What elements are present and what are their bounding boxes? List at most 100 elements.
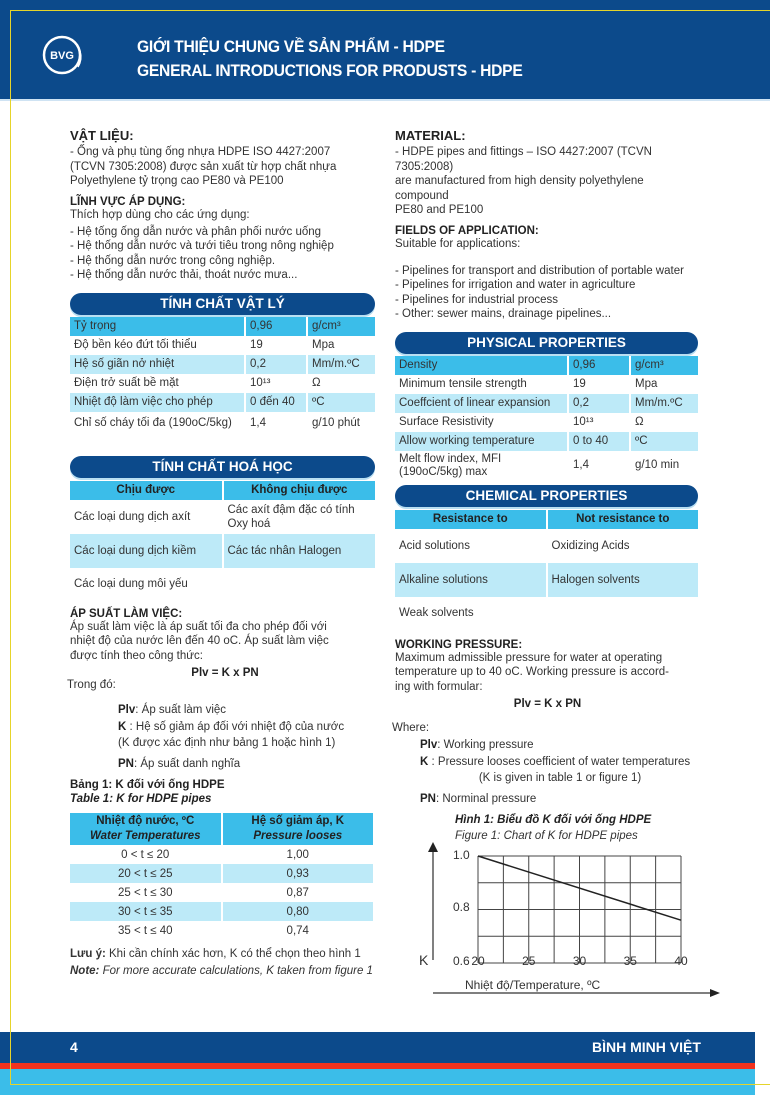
pressure-text-line: ing with formular: <box>395 680 483 693</box>
y-axis-label: K <box>419 952 429 968</box>
definition-term: K <box>420 755 429 768</box>
definition-line: Plv: Áp suất làm việc <box>118 703 380 718</box>
table-row: Weak solvents <box>395 596 698 629</box>
note-vi: Lưu ý: Khi cần chính xác hơn, K có thể c… <box>70 947 380 962</box>
header-vi: Hệ số giảm áp, K <box>251 815 345 827</box>
property-value: 19 <box>567 374 630 394</box>
working-pressure-heading: ÁP SUẤT LÀM VIỆC: <box>70 607 183 620</box>
physical-properties-title: TÍNH CHẤT VẬT LÝ <box>70 292 375 315</box>
resistant-item: Các loại dung dịch axít <box>74 510 191 523</box>
property-unit: Mm/m.ºC <box>306 354 375 374</box>
fields-heading: FIELDS OF APPLICATION: <box>395 224 539 237</box>
x-tick-label: 25 <box>522 954 536 968</box>
definition-line: PN: Norminal pressure <box>420 792 700 807</box>
application-item: - Hệ thống dẫn nước thải, thoát nước mưa… <box>70 269 298 281</box>
chemical-properties-title: CHEMICAL PROPERTIES <box>395 484 698 507</box>
fields-intro: Suitable for applications: <box>395 237 521 250</box>
pressure-text-line: Maximum admissible pressure for water at… <box>395 651 663 664</box>
temperature-range: 25 < t ≤ 30 <box>117 886 173 899</box>
k-value: 0,93 <box>220 864 373 883</box>
not-resistant-item: Các axít đậm đặc có tính Oxy hoá <box>221 499 375 534</box>
definition-text: : Áp suất làm việc <box>135 704 227 716</box>
where-label: Trong đó: <box>67 679 116 691</box>
fields-intro: Thích hợp dùng cho các ứng dụng: <box>70 208 250 221</box>
note-label: Lưu ý: <box>70 948 106 960</box>
definition-text: : Áp suất danh nghĩa <box>133 757 241 770</box>
table1-title-vi: Bảng 1: K đối với ống HDPE <box>70 779 225 791</box>
definitions: Plv: Working pressure K : Pressure looses… <box>420 738 700 806</box>
note-text: For more accurate calculations, K taken … <box>99 964 373 977</box>
table-row: Coeffcient of linear expansion 0,2 Mm/m.ºC <box>395 393 698 413</box>
application-item: - Hệ tống ống dẫn nước và phân phối nước… <box>70 225 322 238</box>
property-value: 19 <box>244 335 307 355</box>
table-row: 0 < t ≤ 20 1,00 <box>70 845 373 864</box>
definition-line: PN: Áp suất danh nghĩa <box>118 757 380 772</box>
application-item: - Pipelines for industrial process <box>395 293 558 306</box>
definition-text: : Hệ số giảm áp đối với nhiệt độ của nướ… <box>126 720 345 733</box>
table-row: Các loại dung dịch axít Các axít đậm đặc … <box>70 499 375 534</box>
footer-bar <box>0 1032 755 1063</box>
table-row: Chỉ số cháy tối đa (190oC/5kg) 1,4 g/10 ph… <box>70 411 375 436</box>
svg-text:BVG: BVG <box>50 50 74 62</box>
table-header-row: Nhiệt độ nước, ºC Water Temperatures Hệ số… <box>70 813 373 845</box>
material-heading: MATERIAL: <box>395 128 466 143</box>
table-row: Các loại dung môi yếu <box>70 567 375 600</box>
table-row: Acid solutions Oxidizing Acids <box>395 528 698 563</box>
definition-term: Plv <box>118 704 136 716</box>
property-value: 0,96 <box>244 316 307 336</box>
table-row: Hệ số giãn nở nhiệt 0,2 Mm/m.ºC <box>70 354 375 374</box>
title-english: GENERAL INTRODUCTIONS FOR PRODUSTS - HDP… <box>137 61 523 80</box>
table-row: Tỷ trọng 0,96 g/cm³ <box>70 316 375 336</box>
property-unit: g/cm³ <box>306 316 375 336</box>
definition-text: : Pressure looses coefficient of water t… <box>428 755 691 768</box>
table-row: Surface Resistivity 10¹³ Ω <box>395 412 698 432</box>
property-name: Tỷ trọng <box>70 316 245 336</box>
resistant-item: Acid solutions <box>399 539 470 552</box>
property-name: Nhiệt độ làm việc cho phép <box>70 392 245 412</box>
working-pressure-heading: WORKING PRESSURE: <box>395 638 523 651</box>
figure-title-en: Figure 1: Chart of K for HDPE pipes <box>455 830 638 842</box>
k-value: 0,74 <box>220 921 373 940</box>
pressure-text-line: Áp suất làm việc là áp suất tối đa cho p… <box>70 620 327 633</box>
property-name: Hệ số giãn nở nhiệt <box>70 354 245 374</box>
definitions: Plv: Áp suất làm việc K : Hệ số giảm áp đ… <box>118 703 380 771</box>
property-value: 0 đến 40 <box>244 392 307 412</box>
definition-text: : Working pressure <box>437 739 534 751</box>
where-label: Where: <box>392 722 430 734</box>
left-column-vietnamese: VẬT LIỆU: - Ống và phụ tùng ống nhựa HDPE… <box>67 128 380 979</box>
header-en: Pressure looses <box>253 830 343 842</box>
y-tick-label: 1.0 <box>453 848 470 862</box>
formula: Plv = K x PN <box>191 667 259 679</box>
material-text-line: are manufactured from high density polye… <box>395 175 644 202</box>
material-text-line: - Ống và phụ tùng ống nhựa HDPE ISO 4427… <box>70 146 331 158</box>
temperature-range: 30 < t ≤ 35 <box>70 902 222 921</box>
property-name: Điện trở suất bề mặt <box>74 376 179 389</box>
x-tick-label: 35 <box>624 954 638 968</box>
note-label: Note: <box>70 964 100 977</box>
property-value: 1,4 <box>244 411 307 436</box>
table-header-row: Resistance to Not resistance to <box>395 509 698 529</box>
x-tick-label: 20 <box>471 954 485 968</box>
resistant-item: Các loại dung dịch kiềm <box>70 533 223 568</box>
column-header: Nhiệt độ nước, ºC Water Temperatures <box>70 813 222 845</box>
property-unit: g/10 min <box>629 450 698 481</box>
bvg-logo: BVG <box>42 35 82 75</box>
x-axis-label: Nhiệt độ/Temperature, ºC <box>465 978 600 992</box>
table-row: Allow working temperature 0 to 40 ºC <box>395 431 698 451</box>
y-tick-label: 0.8 <box>453 900 470 914</box>
material-text-line: Polyethylene tỷ trọng cao PE80 và PE100 <box>70 175 284 187</box>
column-header: Resistance to <box>395 509 547 529</box>
definition-line: K : Hệ số giảm áp đối với nhiệt độ của n… <box>118 720 380 735</box>
not-resistant-item: Halogen solvents <box>545 562 698 597</box>
temperature-range: 0 < t ≤ 20 <box>121 848 170 861</box>
k-series-line <box>477 855 682 921</box>
header-en: Water Temperatures <box>89 830 201 842</box>
table-row: Density 0,96 g/cm³ <box>395 355 698 375</box>
right-column-english: MATERIAL: - HDPE pipes and fittings – ISO… <box>392 128 700 842</box>
physical-properties-table: Tỷ trọng 0,96 g/cm³ Độ bền kéo đứt tối thiể… <box>70 316 375 436</box>
page-number: 4 <box>70 1039 78 1055</box>
definition-term: K <box>118 720 127 733</box>
note-en: Note: For more accurate calculations, K … <box>70 964 380 979</box>
chemical-properties-table: Resistance to Not resistance to Acid solut… <box>395 509 698 629</box>
table-row: 20 < t ≤ 25 0,93 <box>70 864 373 883</box>
